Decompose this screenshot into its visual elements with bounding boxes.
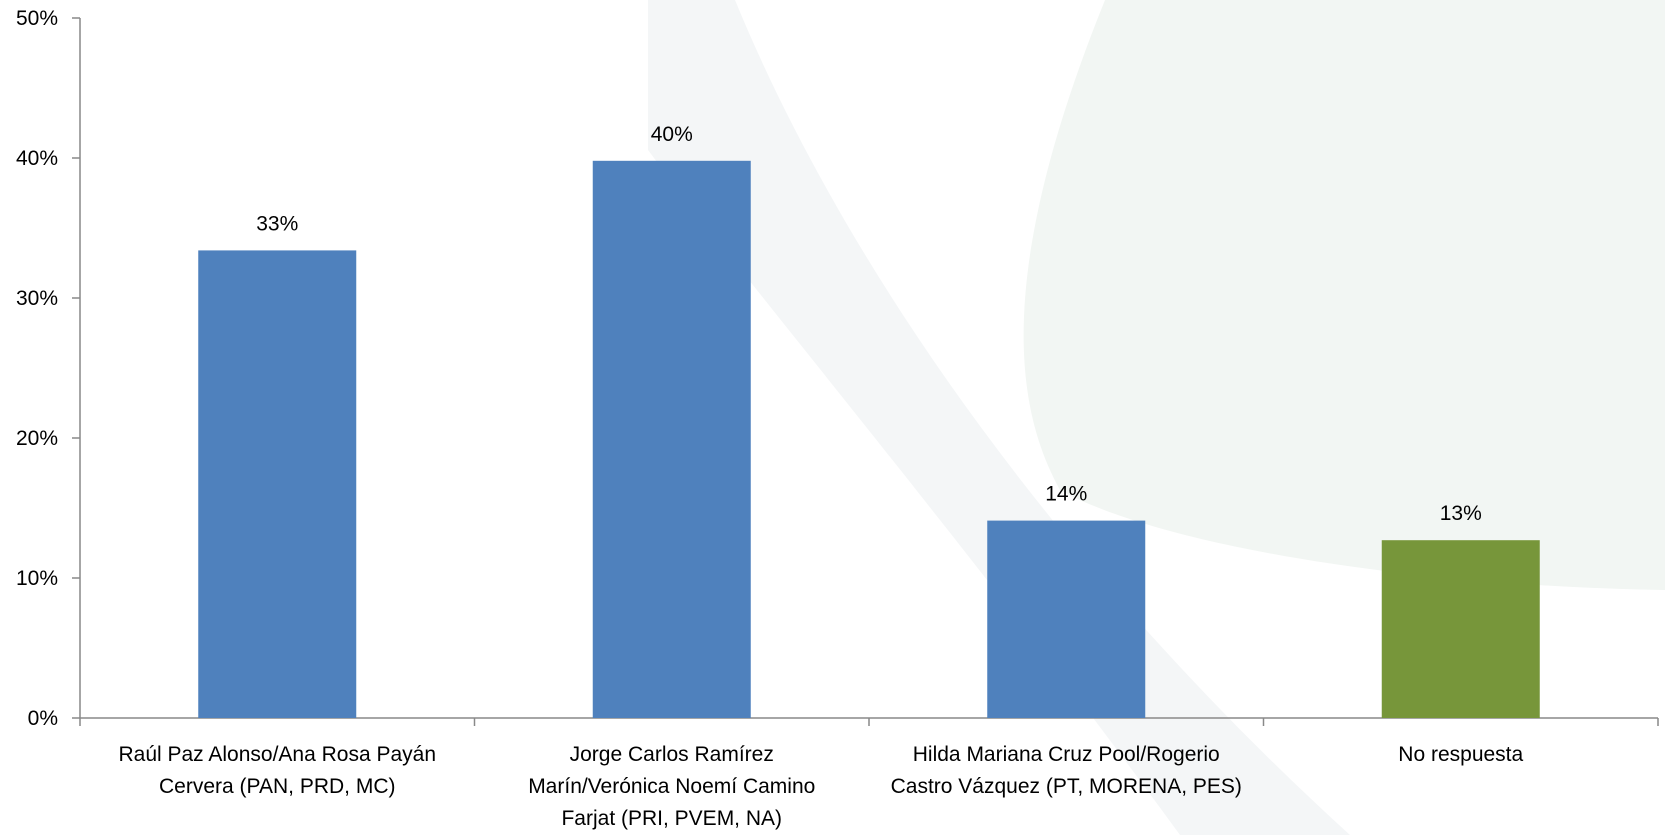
category-label: Marín/Verónica Noemí Camino [528,775,815,798]
watermark-light-shape [648,0,1350,835]
y-tick-label: 40% [16,147,58,170]
category-label: Hilda Mariana Cruz Pool/Rogerio [913,743,1220,766]
category-label: No respuesta [1398,743,1523,766]
bars [198,160,1540,719]
y-axis: 0% 10% 20% 30% 40% 50% [16,7,81,730]
bar [1381,540,1540,718]
bar-value-label: 13% [1440,502,1482,525]
category-label: Cervera (PAN, PRD, MC) [159,775,395,798]
y-tick-label: 20% [16,427,58,450]
category-label: Jorge Carlos Ramírez [570,743,774,766]
category-label: Castro Vázquez (PT, MORENA, PES) [891,775,1242,798]
bar [198,250,357,718]
y-tick-label: 30% [16,287,58,310]
watermark-green-shape [1023,0,1665,590]
category-label: Farjat (PRI, PVEM, NA) [561,807,782,830]
bar-value-label: 33% [256,212,298,235]
category-label: Raúl Paz Alonso/Ana Rosa Payán [118,743,436,766]
data-labels: 33% 40% 14% 13% [256,123,1482,525]
bar-value-label: 40% [651,123,693,146]
y-tick-label: 50% [16,7,58,30]
bar-value-label: 14% [1045,483,1087,506]
y-tick-label: 0% [28,707,58,730]
bar [987,520,1146,718]
x-axis [79,717,1659,726]
bar [592,160,751,719]
category-labels: Raúl Paz Alonso/Ana Rosa Payán Cervera (P… [118,743,1523,830]
y-tick-label: 10% [16,567,58,590]
background-watermark [648,0,1665,835]
